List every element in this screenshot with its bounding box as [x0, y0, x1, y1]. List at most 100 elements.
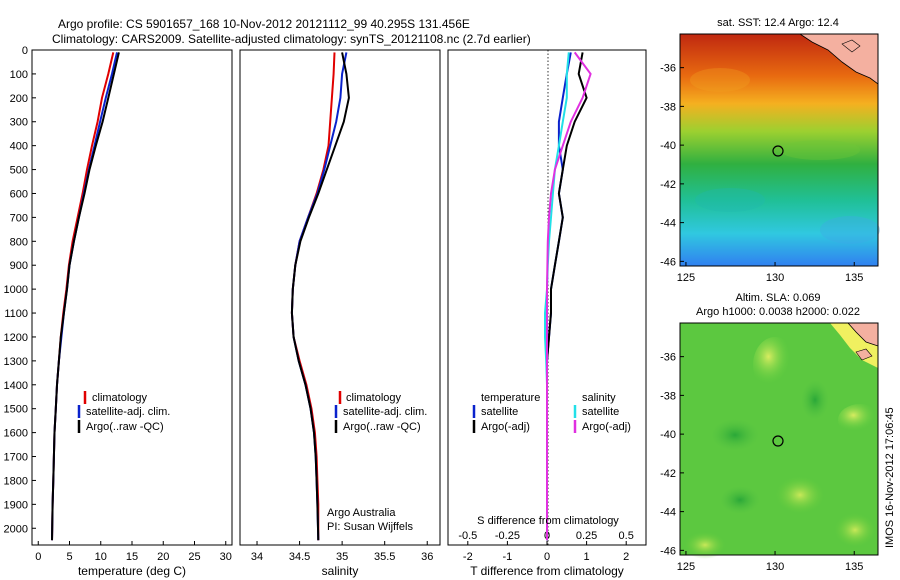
difference-panel: -2 -1 0 1 2-0.5 -0.25 0 0.25 0.5 T difference fr… — [447, 49, 647, 578]
depth-tick-label: 700 — [10, 212, 28, 224]
depth-tick-label: 2000 — [4, 523, 28, 535]
depth-tick-label: 1500 — [4, 404, 28, 416]
depth-tick-label: 1700 — [4, 452, 28, 464]
sst-green-patch — [780, 140, 860, 160]
legend-label-temp-satellite: satellite — [481, 406, 518, 418]
x-tick-label: 30 — [220, 551, 232, 563]
sla-high-patch — [838, 404, 882, 436]
sst-argo-location-marker — [772, 145, 784, 157]
map-y-tick-label: -46 — [660, 256, 676, 268]
depth-tick-label: 1300 — [4, 356, 28, 368]
salinity-annotation-institution: Argo Australia — [327, 507, 396, 519]
x-tick-label: 5 — [66, 551, 72, 563]
sla-map-title-line1: Altim. SLA: 0.069 — [736, 292, 821, 304]
figure-title-line1: Argo profile: CS 5901657_168 10-Nov-2012… — [58, 17, 470, 31]
top-x-tick-label: -0.25 — [495, 530, 520, 542]
salinity-lines — [290, 52, 350, 541]
sla-low-patch — [801, 380, 829, 420]
legend-label-argo: Argo(..raw -QC) — [86, 421, 164, 433]
map-y-tick-label: -36 — [660, 352, 676, 364]
sst-noise — [690, 68, 880, 244]
sst-map-frame — [679, 33, 879, 267]
difference-legend: temperature salinity satellite Argo(-adj… — [472, 392, 631, 433]
depth-tick-label: 200 — [10, 93, 28, 105]
map-y-tick-label: -42 — [660, 179, 676, 191]
depth-tick-label: 300 — [10, 117, 28, 129]
x-tick-label: 34.5 — [289, 551, 310, 563]
map-y-tick-label: -38 — [660, 101, 676, 113]
temperature-x-ticks: 0 5 10 15 20 25 30 — [35, 541, 232, 563]
map-y-tick-label: -38 — [660, 390, 676, 402]
legend-title-temperature: temperature — [481, 392, 540, 404]
legend-label-argo: Argo(..raw -QC) — [343, 421, 421, 433]
x-tick-label: 36 — [421, 551, 433, 563]
legend-label-climatology: climatology — [92, 392, 148, 404]
salinity-x-label: salinity — [322, 564, 359, 578]
top-x-tick-label: -0.5 — [458, 530, 477, 542]
legend-label-satellite: satellite-adj. clim. — [86, 406, 170, 418]
difference-x-label: T difference from climatology — [470, 564, 624, 578]
map-y-tick-label: -42 — [660, 468, 676, 480]
salinity-legend: climatology satellite-adj. clim. Argo(..… — [334, 391, 427, 433]
depth-tick-label: 900 — [10, 260, 28, 272]
x-tick-label: 34 — [251, 551, 263, 563]
legend-label-sal-satellite: satellite — [582, 406, 619, 418]
depth-tick-label: 1200 — [4, 332, 28, 344]
depth-tick-label: 400 — [10, 141, 28, 153]
x-tick-label: 1 — [584, 551, 590, 563]
x-tick-label: 2 — [623, 551, 629, 563]
difference-lines — [544, 51, 592, 541]
legend-label-satellite: satellite-adj. clim. — [343, 406, 427, 418]
difference-top-x-label: S difference from climatology — [477, 515, 619, 527]
sst-warm-patch — [690, 68, 750, 92]
salinity-x-ticks: 34 34.5 35 35.5 36 — [251, 541, 433, 563]
x-tick-label: 0 — [544, 551, 550, 563]
sla-map-ticks: 125 130 135 -36 -38 -40 -42 -44 -46 — [660, 352, 863, 573]
sla-high-patch — [774, 475, 826, 515]
temperature-axes-frame — [31, 49, 233, 546]
x-tick-label: 0 — [35, 551, 41, 563]
sla-high-patch — [683, 531, 727, 559]
salinity-annotation-pi: PI: Susan Wijffels — [327, 521, 413, 533]
depth-tick-label: 0 — [22, 45, 28, 57]
map-y-tick-label: -46 — [660, 545, 676, 557]
depth-ticks: 0 100 200 300 400 500 600 700 800 900 1000 1100 1200… — [4, 45, 452, 535]
sst-map-ticks: 125 130 135 -36 -38 -40 -42 -44 -46 — [660, 63, 863, 284]
sla-map-panel: Altim. SLA: 0.069 Argo h1000: 0.0038 h20… — [660, 292, 882, 573]
map-y-tick-label: -40 — [660, 429, 676, 441]
x-tick-label: 25 — [188, 551, 200, 563]
sst-island — [841, 39, 861, 53]
series-line-argo — [51, 52, 120, 541]
sst-cyan-patch — [695, 188, 765, 212]
temperature-lines — [51, 52, 120, 541]
sst-map-title: sat. SST: 12.4 Argo: 12.4 — [717, 17, 839, 29]
map-y-tick-label: -44 — [660, 507, 676, 519]
sla-low-patch — [711, 419, 759, 451]
figure-title-line2: Climatology: CARS2009. Satellite-adjuste… — [52, 32, 531, 46]
x-tick-label: -1 — [503, 551, 513, 563]
sla-map-title-line2: Argo h1000: 0.0038 h2000: 0.022 — [696, 306, 860, 318]
map-y-tick-label: -40 — [660, 140, 676, 152]
x-tick-label: -2 — [463, 551, 473, 563]
salinity-axes-frame — [239, 49, 441, 546]
sst-heatmap — [680, 34, 878, 266]
depth-tick-label: 1900 — [4, 499, 28, 511]
map-x-tick-label: 130 — [766, 561, 784, 573]
top-x-tick-label: 0.5 — [619, 530, 634, 542]
temperature-panel: 0100200300400500600700800900100011001200… — [4, 45, 452, 578]
map-x-tick-label: 135 — [845, 561, 863, 573]
sst-blue-patch — [820, 216, 880, 244]
map-x-tick-label: 125 — [677, 272, 695, 284]
x-tick-label: 10 — [95, 551, 107, 563]
depth-tick-label: 1800 — [4, 475, 28, 487]
series-line-sal_argo — [546, 51, 592, 541]
map-y-tick-label: -44 — [660, 218, 676, 230]
depth-tick-label: 500 — [10, 165, 28, 177]
map-y-tick-label: -36 — [660, 63, 676, 75]
sla-low-patch — [720, 486, 760, 514]
sst-map-panel: sat. SST: 12.4 Argo: 12.4 125 130 135 -36 -3… — [660, 17, 880, 284]
x-tick-label: 15 — [126, 551, 138, 563]
map-x-tick-label: 125 — [677, 561, 695, 573]
series-line-argo — [290, 52, 350, 541]
